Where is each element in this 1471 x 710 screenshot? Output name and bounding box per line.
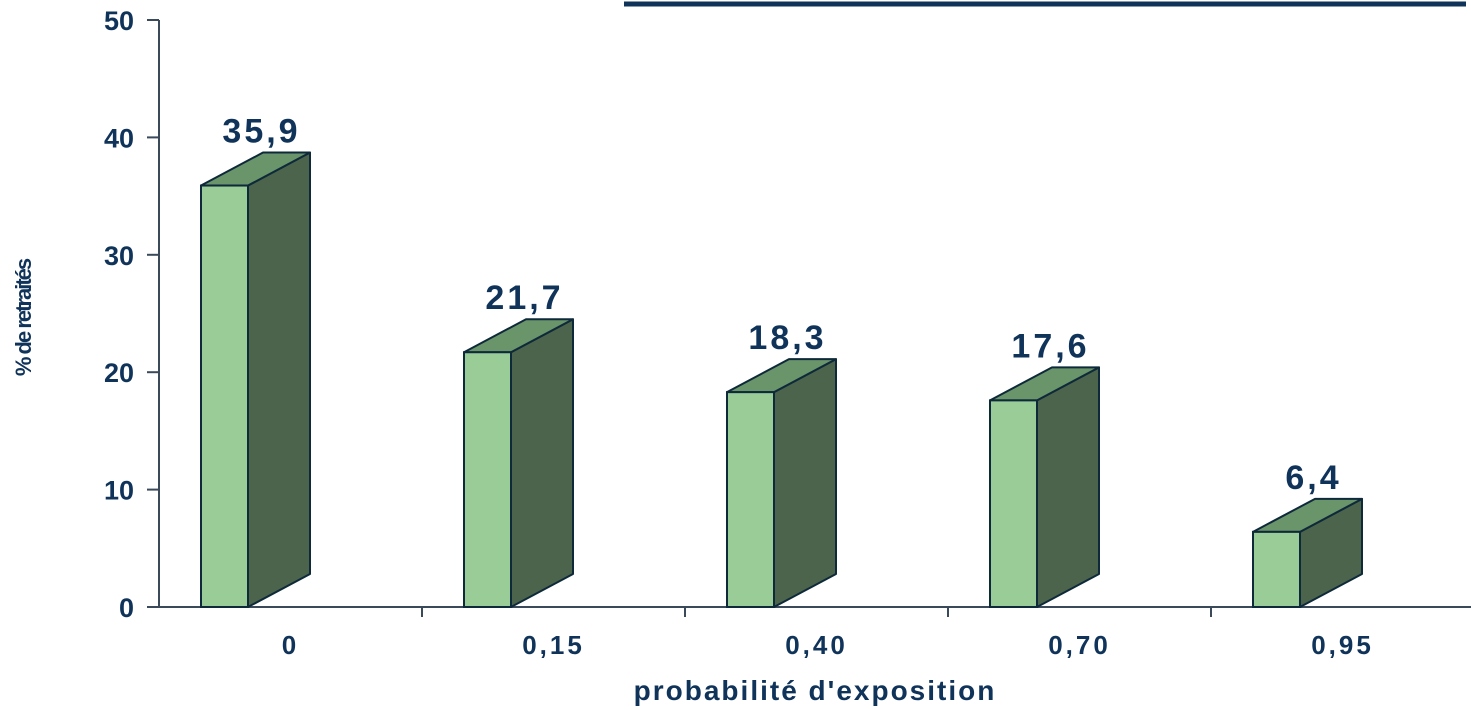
y-tick-label: 20 bbox=[104, 358, 134, 388]
bar-front bbox=[1252, 530, 1301, 609]
data-label: 17,6 bbox=[1011, 327, 1089, 365]
bar bbox=[1252, 497, 1363, 609]
bar-front bbox=[463, 351, 512, 608]
bar-side bbox=[510, 318, 574, 608]
bar-front bbox=[200, 184, 249, 608]
x-tick-label: 0 bbox=[282, 630, 299, 660]
bar-side bbox=[773, 358, 837, 608]
y-tick-label: 40 bbox=[104, 123, 134, 153]
y-axis-title: % de retraités bbox=[11, 258, 36, 376]
x-tick-label: 0,15 bbox=[522, 630, 585, 660]
x-tick-label: 0,95 bbox=[1311, 630, 1374, 660]
bars bbox=[200, 151, 1363, 609]
bar-side bbox=[1036, 366, 1100, 608]
data-label: 35,9 bbox=[222, 113, 300, 151]
data-label: 6,4 bbox=[1285, 459, 1341, 497]
bar bbox=[989, 366, 1100, 608]
y-tick-label: 0 bbox=[119, 593, 134, 623]
x-tick-label: 0,40 bbox=[785, 630, 848, 660]
x-tick-label: 0,70 bbox=[1048, 630, 1111, 660]
bar bbox=[463, 318, 574, 608]
x-ticks: 0 0,15 0,40 0,70 0,95 bbox=[282, 607, 1374, 660]
bar-front bbox=[989, 399, 1038, 608]
x-axis-title: probabilité d'exposition bbox=[634, 675, 997, 706]
data-labels: 35,9 21,7 18,3 17,6 6,4 bbox=[222, 113, 1341, 497]
bar-front bbox=[726, 391, 775, 608]
data-label: 18,3 bbox=[748, 319, 826, 357]
bar bbox=[726, 358, 837, 608]
y-tick-label: 50 bbox=[104, 6, 134, 36]
data-label: 21,7 bbox=[485, 279, 563, 317]
y-tick-label: 10 bbox=[104, 476, 134, 506]
y-tick-label: 30 bbox=[104, 241, 134, 271]
bar bbox=[200, 151, 311, 608]
y-ticks: 0 10 20 30 40 50 bbox=[104, 6, 159, 623]
bar-side bbox=[247, 151, 311, 608]
